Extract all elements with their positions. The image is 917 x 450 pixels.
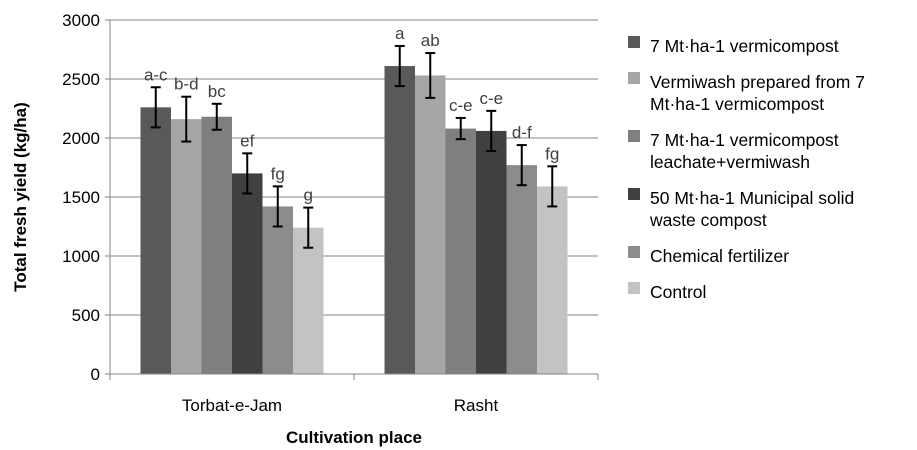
legend-swatch	[628, 188, 640, 200]
legend-label: Mt·ha-1 vermicompost	[650, 94, 824, 114]
y-tick-label: 1500	[62, 188, 100, 207]
bars	[140, 66, 568, 375]
bar	[232, 173, 263, 374]
y-tick-label: 500	[72, 306, 100, 325]
x-tick-label: Rasht	[454, 396, 499, 415]
bar	[506, 165, 537, 374]
y-tick-label: 2500	[62, 70, 100, 89]
legend-label: 50 Mt·ha-1 Municipal solid	[650, 188, 854, 208]
x-tick-label: Torbat-e-Jam	[182, 396, 282, 415]
significance-letter: d-f	[512, 123, 532, 142]
y-tick-label: 2000	[62, 129, 100, 148]
x-axis-tick-labels: Torbat-e-Jam Rasht	[182, 396, 499, 415]
bar	[537, 186, 568, 374]
x-axis-title: Cultivation place	[286, 428, 422, 447]
bar	[262, 206, 293, 374]
bar	[476, 130, 507, 374]
significance-letter: c-e	[449, 96, 473, 115]
significance-letter: a-c	[144, 65, 168, 84]
legend-swatch	[628, 282, 640, 294]
significance-letter: ef	[240, 131, 254, 150]
significance-letter: fg	[271, 164, 285, 183]
bar	[201, 116, 232, 374]
legend-label: Chemical fertilizer	[650, 246, 789, 266]
bar	[140, 107, 171, 374]
bar	[415, 75, 446, 375]
legend-label: 7 Mt·ha-1 vermicompost	[650, 36, 839, 56]
legend-swatch	[628, 246, 640, 258]
bar	[445, 128, 476, 374]
y-tick-label: 0	[91, 365, 100, 384]
significance-letter: ab	[421, 31, 440, 50]
significance-letter: a	[395, 24, 405, 43]
bar	[171, 119, 202, 375]
legend-label: waste compost	[649, 210, 767, 230]
legend-swatch	[628, 72, 640, 84]
significance-letter: b-d	[174, 75, 199, 94]
bar	[384, 66, 415, 375]
legend-label: Vermiwash prepared from 7	[650, 72, 865, 92]
bar	[293, 227, 324, 374]
y-axis-title: Total fresh yield (kg/ha)	[11, 102, 30, 292]
axes	[105, 19, 599, 380]
y-tick-label: 3000	[62, 11, 100, 30]
y-axis-tick-labels: 0 500 1000 1500 2000 2500 3000	[62, 11, 100, 384]
error-bars	[150, 44, 558, 249]
significance-letter: bc	[208, 82, 226, 101]
legend: 7 Mt·ha-1 vermicompost Vermiwash prepared…	[628, 36, 865, 302]
significance-letter: fg	[545, 144, 559, 163]
y-tick-label: 1000	[62, 247, 100, 266]
legend-label: leachate+vermiwash	[650, 152, 810, 172]
significance-letter: g	[304, 186, 313, 205]
legend-swatch	[628, 36, 640, 48]
legend-label: Control	[650, 282, 706, 302]
significance-letter: c-e	[479, 89, 503, 108]
legend-label: 7 Mt·ha-1 vermicompost	[650, 130, 839, 150]
legend-swatch	[628, 130, 640, 142]
